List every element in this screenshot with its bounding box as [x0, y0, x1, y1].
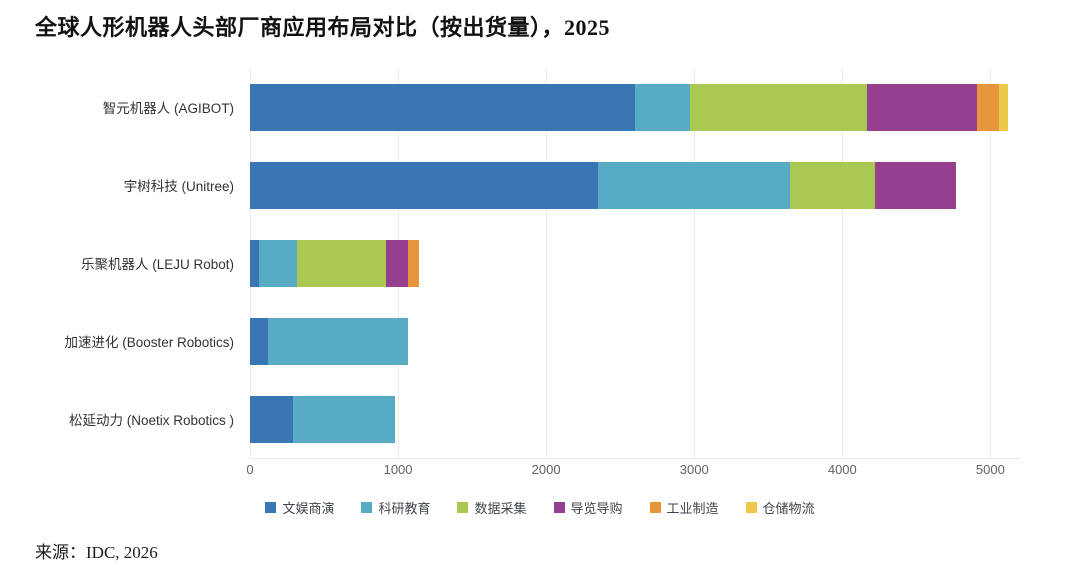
category-label: 乐聚机器人 (LEJU Robot): [80, 257, 234, 272]
category-label: 加速进化 (Booster Robotics): [64, 335, 234, 350]
x-tick-label: 3000: [679, 462, 709, 477]
bar-chart: 智元机器人 (AGIBOT) 宇树科技 (Unitree) 乐聚机器人 (LEJU …: [0, 68, 1080, 458]
bar-segment-工业制造[interactable]: [408, 239, 419, 287]
bar-segment-文娱商演[interactable]: [250, 317, 268, 365]
bar-row: 乐聚机器人 (LEJU Robot): [0, 224, 1080, 302]
legend-swatch-icon: [361, 502, 373, 513]
legend-item[interactable]: 数据采集: [457, 498, 527, 517]
bar-track: [250, 239, 1020, 287]
legend-item[interactable]: 文娱商演: [265, 498, 334, 517]
bar-track: [250, 395, 1020, 443]
chart-title: 全球人形机器人头部厂商应用布局对比（按出货量），2025: [35, 15, 611, 40]
bar-segment-文娱商演[interactable]: [250, 83, 635, 131]
legend-label: 科研教育: [378, 501, 431, 516]
gridline: [842, 68, 844, 459]
x-tick-label: 0: [246, 462, 254, 477]
bar-segment-科研教育[interactable]: [258, 239, 298, 287]
legend-item[interactable]: 导览导购: [553, 498, 623, 517]
x-tick-label: 4000: [827, 462, 857, 477]
legend-swatch-icon: [457, 502, 469, 513]
legend-label: 工业制造: [666, 501, 719, 516]
category-label: 松延动力 (Noetix Robotics ): [68, 413, 234, 428]
category-label: 宇树科技 (Unitree): [123, 179, 234, 194]
x-tick-label: 1000: [383, 462, 413, 477]
bar-segment-文娱商演[interactable]: [250, 161, 598, 209]
bar-track: [250, 317, 1020, 365]
gridline: [546, 68, 548, 459]
bar-segment-数据采集[interactable]: [689, 83, 868, 131]
x-tick-label: 5000: [975, 462, 1005, 477]
gridline: [990, 68, 992, 459]
legend-label: 导览导购: [570, 501, 623, 516]
bar-row: 宇树科技 (Unitree): [0, 146, 1080, 224]
bar-row: 智元机器人 (AGIBOT): [0, 68, 1080, 146]
legend-swatch-icon: [265, 502, 277, 513]
bar-segment-数据采集[interactable]: [790, 161, 875, 209]
bar-segment-科研教育[interactable]: [292, 395, 396, 443]
bar-segment-科研教育[interactable]: [635, 83, 690, 131]
bar-segment-数据采集[interactable]: [297, 239, 387, 287]
source-note: 来源：IDC, 2026: [35, 543, 158, 562]
legend-label: 数据采集: [474, 501, 527, 516]
legend-swatch-icon: [553, 502, 565, 513]
legend-label: 仓储物流: [762, 501, 815, 516]
bar-segment-科研教育[interactable]: [597, 161, 791, 209]
legend-item[interactable]: 仓储物流: [745, 498, 815, 517]
legend-swatch-icon: [649, 502, 661, 513]
legend-label: 文娱商演: [282, 501, 335, 516]
legend: 文娱商演 科研教育 数据采集 导览导购 工业制造 仓储物流: [0, 498, 1080, 517]
bar-row: 松延动力 (Noetix Robotics ): [0, 380, 1080, 458]
x-tick-label: 2000: [531, 462, 561, 477]
bar-segment-文娱商演[interactable]: [250, 239, 259, 287]
bar-segment-科研教育[interactable]: [267, 317, 409, 365]
bar-segment-仓储物流[interactable]: [999, 83, 1009, 131]
bar-segment-工业制造[interactable]: [977, 83, 1000, 131]
bar-segment-导览导购[interactable]: [874, 161, 957, 209]
gridline: [694, 68, 696, 459]
category-label: 智元机器人 (AGIBOT): [102, 101, 234, 116]
bar-track: [250, 83, 1020, 131]
legend-item[interactable]: 工业制造: [649, 498, 719, 517]
bar-track: [250, 161, 1020, 209]
x-axis: 0 1000 2000 3000 4000 5000: [246, 462, 1020, 482]
bar-segment-导览导购[interactable]: [867, 83, 978, 131]
legend-item[interactable]: 科研教育: [361, 498, 430, 517]
bar-segment-导览导购[interactable]: [386, 239, 409, 287]
bar-segment-文娱商演[interactable]: [250, 395, 293, 443]
legend-swatch-icon: [745, 502, 757, 513]
bar-row: 加速进化 (Booster Robotics): [0, 302, 1080, 380]
